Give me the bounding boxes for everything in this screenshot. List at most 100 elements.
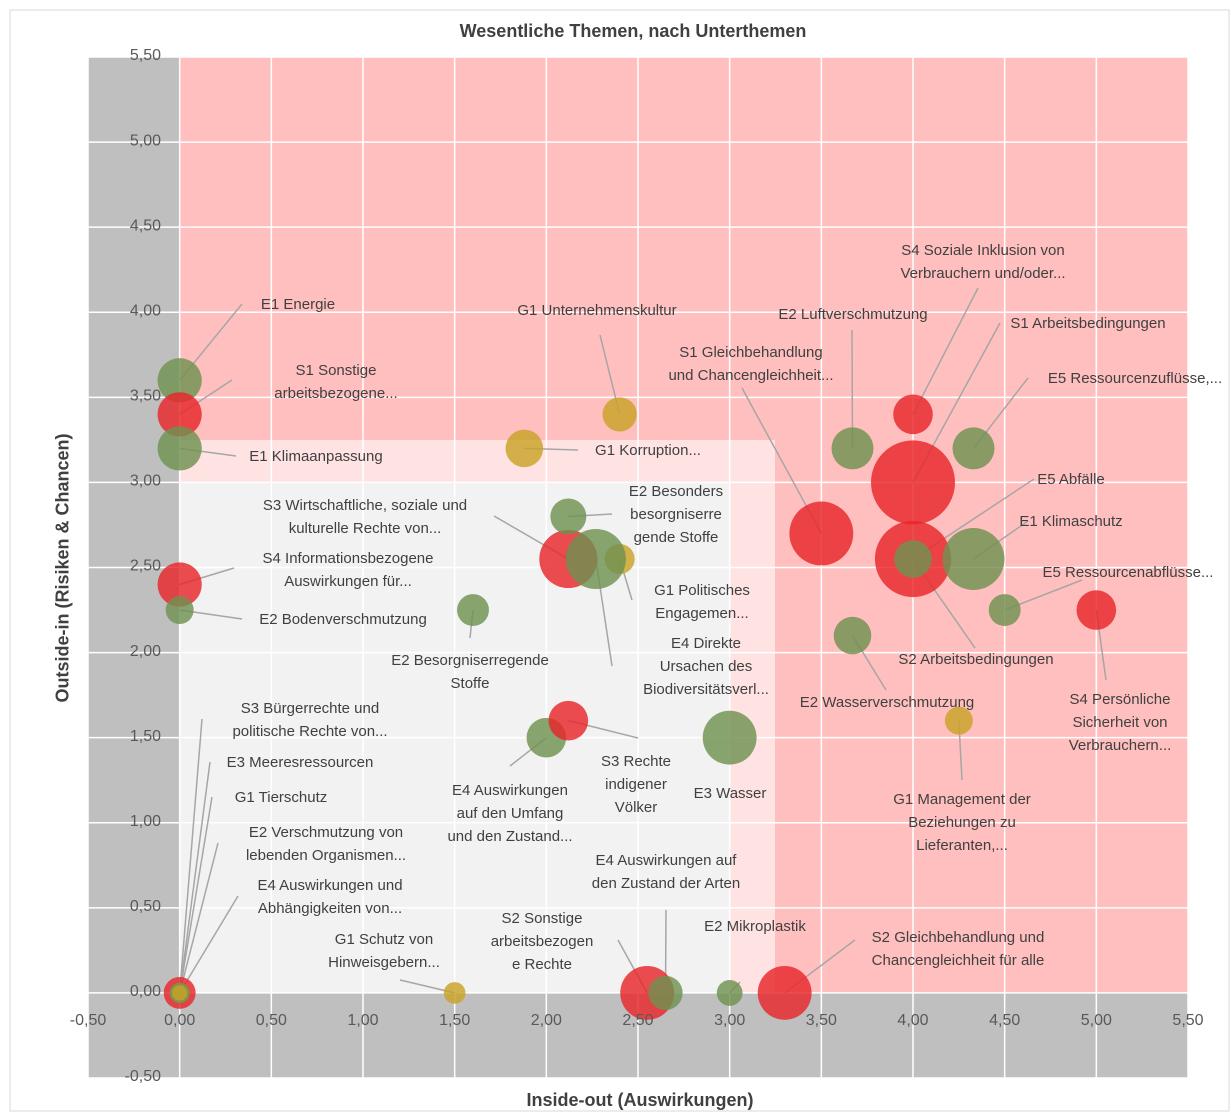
x-tick-label: 2,50 <box>622 1012 653 1029</box>
data-label: E2 Luftverschmutzung <box>778 305 928 323</box>
y-tick-label: 5,00 <box>130 132 161 149</box>
data-label: E4 Auswirkungen auf den Umfang und den Z… <box>447 781 573 845</box>
data-label: E2 Wasserverschmutzung <box>799 693 975 711</box>
x-tick-label: 1,00 <box>347 1012 378 1029</box>
data-label: S2 Arbeitsbedingungen <box>898 650 1054 668</box>
leader-line <box>178 842 219 994</box>
bubble <box>893 394 933 435</box>
data-label: E5 Ressourcenabflüsse... <box>1042 563 1214 581</box>
bubble <box>952 427 995 470</box>
data-label: G1 Unternehmenskultur <box>517 301 677 319</box>
x-tick-label: 3,50 <box>806 1012 837 1029</box>
y-tick-label: 4,00 <box>130 302 161 319</box>
bubble <box>157 358 202 403</box>
bubble <box>1076 590 1117 630</box>
bubble <box>157 562 202 607</box>
y-tick-label: 1,50 <box>130 728 161 745</box>
bubble <box>648 975 683 1011</box>
x-tick-label: 0,00 <box>164 1012 195 1029</box>
y-tick-label: 5,50 <box>130 47 161 64</box>
leader-line <box>178 796 213 994</box>
x-tick-label: 1,50 <box>439 1012 470 1029</box>
bubble <box>988 594 1021 627</box>
y-axis-title: Outside-in (Risiken & Chancen) <box>52 433 73 703</box>
y-tick-label: 3,00 <box>130 473 161 490</box>
data-label: E2 Besorgniserregende Stoffe <box>391 651 549 692</box>
bubble <box>171 985 188 1001</box>
data-label: S3 Rechte indigener Völker <box>600 752 672 816</box>
data-label: S1 Gleichbehandlung und Chancengleichhei… <box>668 343 834 384</box>
bubble <box>443 982 466 1004</box>
x-tick-label: 5,50 <box>1172 1012 1203 1029</box>
bubble <box>702 710 757 765</box>
x-tick-label: 0,50 <box>256 1012 287 1029</box>
bubble <box>548 700 589 741</box>
bubble <box>894 540 932 578</box>
x-tick-label: 4,50 <box>989 1012 1020 1029</box>
data-label: E4 Auswirkungen auf den Zustand der Arte… <box>591 851 741 892</box>
bubble <box>565 528 626 590</box>
bubble <box>157 392 202 437</box>
y-tick-label: 2,50 <box>130 558 161 575</box>
data-label: E3 Wasser <box>693 784 767 802</box>
y-tick-label: -0,50 <box>125 1068 162 1085</box>
data-label: E2 Besonders besorgniserre gende Stoffe <box>628 482 724 546</box>
data-label: G1 Politisches Engagemen... <box>654 581 750 622</box>
bubble <box>457 594 489 627</box>
data-label: S1 Arbeitsbedingungen <box>1010 314 1166 332</box>
data-label: E5 Ressourcenzuflüsse,... <box>1047 369 1223 387</box>
bubble <box>157 426 202 471</box>
bubble <box>789 501 854 566</box>
bubble <box>550 498 587 535</box>
bubble <box>944 706 973 735</box>
x-tick-label: 3,00 <box>714 1012 745 1029</box>
y-tick-label: 4,50 <box>130 217 161 234</box>
data-label: S4 Informationsbezogene Auswirkungen für… <box>262 549 434 590</box>
data-label: E2 Mikroplastik <box>704 917 806 935</box>
data-label: E2 Bodenverschmutzung <box>259 610 427 628</box>
x-tick-label: -0,50 <box>70 1012 107 1029</box>
bubble <box>833 616 872 655</box>
data-label: S1 Sonstige arbeitsbezogene... <box>274 361 398 402</box>
data-label: S3 Wirtschaftliche, soziale und kulturel… <box>262 496 468 537</box>
data-label: E1 Energie <box>260 295 336 313</box>
bubble <box>942 528 1005 590</box>
data-label: E2 Verschmutzung von lebenden Organismen… <box>245 823 407 864</box>
y-tick-label: 2,00 <box>130 643 161 660</box>
x-tick-label: 4,00 <box>897 1012 928 1029</box>
bubble <box>831 427 874 470</box>
bubble <box>757 965 812 1020</box>
data-label: G1 Management der Beziehungen zu Liefera… <box>893 790 1031 854</box>
data-label: G1 Tierschutz <box>234 788 328 806</box>
data-label: E4 Direkte Ursachen des Biodiversitätsve… <box>643 634 769 698</box>
data-label: S4 Persönliche Sicherheit von Verbrauche… <box>1068 690 1172 754</box>
data-label: G1 Korruption... <box>595 441 701 459</box>
chart-title: Wesentliche Themen, nach Unterthemen <box>459 21 807 41</box>
leader-line <box>178 761 211 994</box>
data-label: E5 Abfälle <box>1037 470 1105 488</box>
data-label: S3 Bürgerrechte und politische Rechte vo… <box>232 699 388 740</box>
y-tick-label: 0,00 <box>130 983 161 1000</box>
data-label: S2 Gleichbehandlung und Chancengleichhei… <box>871 928 1045 969</box>
x-tick-label: 2,00 <box>531 1012 562 1029</box>
leader-line <box>179 895 239 994</box>
data-label: G1 Schutz von Hinweisgebern... <box>328 930 440 971</box>
leader-line <box>912 287 979 415</box>
data-label: E3 Meeresressourcen <box>226 753 374 771</box>
data-label: E1 Klimaanpassung <box>249 447 383 465</box>
x-axis-title: Inside-out (Auswirkungen) <box>526 1090 754 1110</box>
bubble <box>716 980 743 1006</box>
leader-line <box>178 718 203 993</box>
bubble <box>602 397 637 432</box>
data-label: E1 Klimaschutz <box>1019 512 1123 530</box>
y-tick-label: 0,50 <box>130 898 161 915</box>
data-label: E4 Auswirkungen und Abhängigkeiten von..… <box>257 876 403 917</box>
x-tick-label: 5,00 <box>1081 1012 1112 1029</box>
y-tick-label: 3,50 <box>130 388 161 405</box>
bubble <box>505 429 544 468</box>
y-tick-label: 1,00 <box>130 813 161 830</box>
bubble <box>871 440 955 525</box>
bubble <box>165 596 194 625</box>
